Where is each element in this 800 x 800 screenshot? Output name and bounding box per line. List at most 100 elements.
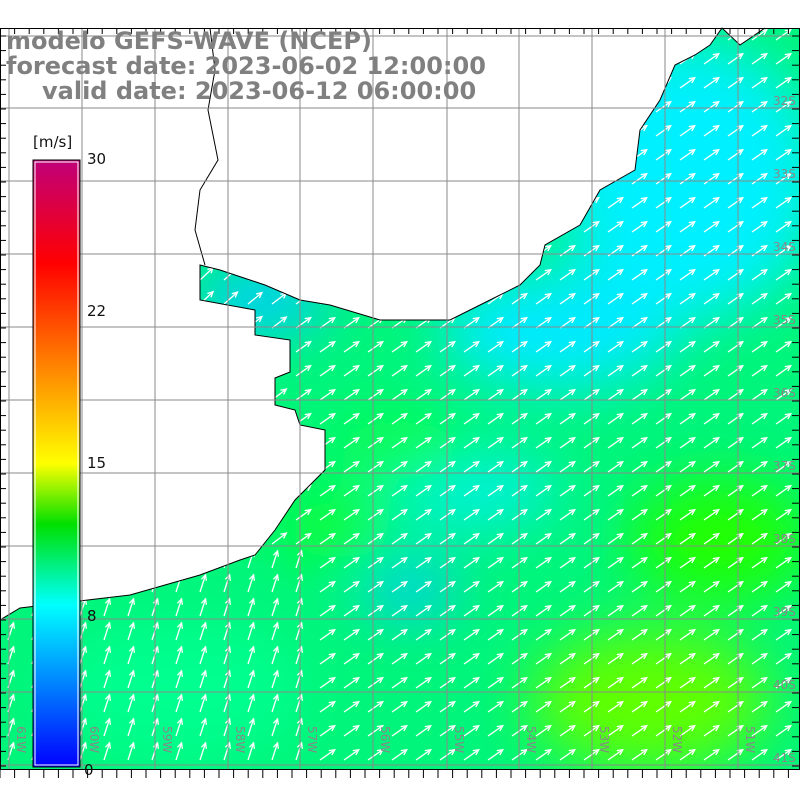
wind-arrow xyxy=(391,172,408,185)
wind-arrow xyxy=(415,292,432,305)
wind-arrow xyxy=(655,364,672,377)
longitude-label: 61W xyxy=(14,726,28,753)
wind-arrow xyxy=(463,220,480,233)
wind-arrow xyxy=(391,628,408,641)
wind-arrow xyxy=(175,549,184,569)
wind-arrow xyxy=(607,220,624,233)
wind-arrow xyxy=(631,604,648,617)
longitude-label: 57W xyxy=(305,726,319,753)
wind-arrow xyxy=(151,337,166,353)
wind-arrow xyxy=(727,700,744,713)
wind-arrow xyxy=(175,597,184,617)
wind-arrow xyxy=(103,480,117,497)
wind-arrow xyxy=(559,508,576,521)
wind-arrow xyxy=(559,724,576,737)
wind-arrow xyxy=(631,580,648,593)
wind-arrow xyxy=(415,388,432,401)
colorbar-tick: 8 xyxy=(87,607,97,625)
wind-arrow xyxy=(679,580,696,593)
wind-arrow xyxy=(127,313,141,329)
wind-arrow xyxy=(391,556,408,569)
wind-arrow xyxy=(127,741,136,761)
wind-arrow xyxy=(391,484,408,497)
wind-arrow xyxy=(415,532,432,545)
wind-arrow xyxy=(343,316,360,329)
wind-arrow xyxy=(295,717,304,737)
wind-arrow xyxy=(751,388,768,401)
wind-arrow xyxy=(415,628,432,641)
wind-arrow xyxy=(679,724,696,737)
wind-arrow xyxy=(775,100,792,113)
wind-arrow xyxy=(103,549,112,569)
wind-arrow xyxy=(727,724,744,737)
wind-arrow xyxy=(295,460,312,473)
wind-arrow xyxy=(559,532,576,545)
wind-arrow xyxy=(391,700,408,713)
wind-arrow xyxy=(343,676,360,689)
wind-arrow xyxy=(559,148,576,161)
wind-arrow xyxy=(679,124,696,137)
wind-arrow xyxy=(391,292,408,305)
wind-arrow xyxy=(487,436,504,449)
wind-arrow xyxy=(319,676,336,689)
wind-arrow xyxy=(727,652,744,665)
wind-arrow xyxy=(655,268,672,281)
title-valid-date: valid date: 2023-06-12 06:00:00 xyxy=(42,77,477,105)
wind-arrow xyxy=(535,364,552,377)
wind-arrow xyxy=(631,52,648,65)
wind-arrow xyxy=(271,549,280,569)
latitude-label: 36S xyxy=(773,386,796,400)
wind-arrow xyxy=(751,748,768,761)
wind-arrow xyxy=(535,700,552,713)
wind-arrow xyxy=(391,124,408,137)
wind-arrow xyxy=(703,76,720,89)
wind-arrow xyxy=(151,193,166,209)
wind-arrow xyxy=(727,748,744,761)
wind-arrow xyxy=(559,556,576,569)
latitude-label: 34S xyxy=(773,240,796,254)
wind-arrow xyxy=(295,196,312,209)
wind-arrow xyxy=(223,483,239,497)
wind-arrow xyxy=(127,529,141,545)
wind-arrow xyxy=(559,28,576,41)
wind-arrow xyxy=(535,100,552,113)
wind-arrow xyxy=(631,172,648,185)
wind-arrow xyxy=(199,218,215,233)
wind-arrow xyxy=(775,700,792,713)
wind-arrow xyxy=(127,409,141,425)
wind-arrow xyxy=(79,549,88,569)
wind-arrow xyxy=(679,508,696,521)
wind-arrow xyxy=(487,556,504,569)
wind-arrow xyxy=(391,580,408,593)
wind-arrow xyxy=(319,532,336,545)
longitude-labels: 61W 60W 59W 58W 57W 56W 55W 54W 53W 52W 51W xyxy=(14,726,757,753)
latitude-label: 41S xyxy=(773,751,796,765)
wind-arrow xyxy=(223,195,239,209)
wind-arrow xyxy=(583,508,600,521)
wind-arrow xyxy=(247,291,264,305)
wind-arrow xyxy=(487,628,504,641)
wind-arrow xyxy=(103,573,112,593)
wind-arrow xyxy=(607,676,624,689)
wind-arrow xyxy=(703,652,720,665)
wind-arrow xyxy=(583,28,600,41)
wind-arrow xyxy=(559,76,576,89)
wind-arrow xyxy=(175,194,190,209)
longitude-label: 60W xyxy=(87,726,101,753)
wind-arrow xyxy=(343,748,360,761)
wind-arrow xyxy=(319,364,336,377)
wind-arrow xyxy=(607,580,624,593)
longitude-label: 55W xyxy=(452,726,466,753)
wind-arrow xyxy=(223,123,239,137)
wind-arrow xyxy=(487,28,504,41)
wind-arrow xyxy=(415,220,432,233)
wind-arrow xyxy=(151,121,166,137)
wind-arrow xyxy=(775,196,792,209)
wind-arrow xyxy=(559,652,576,665)
wind-arrow xyxy=(583,316,600,329)
wind-arrow xyxy=(343,196,360,209)
wind-arrow xyxy=(727,676,744,689)
wind-arrow xyxy=(535,484,552,497)
wind-arrow xyxy=(655,412,672,425)
wind-arrow xyxy=(199,314,215,329)
